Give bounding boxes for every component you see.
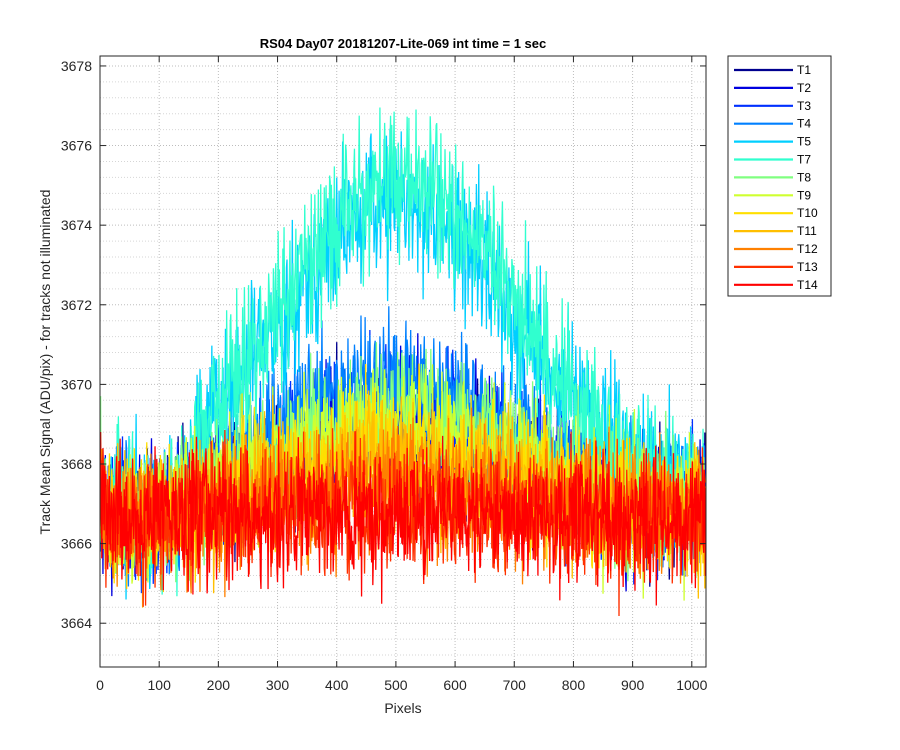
x-tick-label: 0 [96,677,104,693]
legend-items: T1 T2 T3 T4 T5 T7 T8 T9 T10 T11 T12 T13 T14 [734,63,818,292]
y-tick-label: 3664 [61,615,92,631]
x-tick-label: 1000 [676,677,707,693]
chart-title: RS04 Day07 20181207-Lite-069 int time = … [260,36,547,51]
series-lines [100,107,706,617]
y-tick-label: 3670 [61,376,92,392]
x-tick-label: 100 [148,677,172,693]
y-tick-label: 3678 [61,58,92,74]
x-tick-label: 300 [266,677,290,693]
x-tick-label: 700 [503,677,527,693]
legend-label-t8: T8 [797,170,811,184]
legend-box [727,55,832,297]
y-tick-labels: 3664 3666 3668 3670 3672 3674 3676 3678 [61,58,92,631]
y-tick-label: 3674 [61,217,92,233]
legend-label-t7: T7 [797,153,811,167]
legend: T1 T2 T3 T4 T5 T7 T8 T9 T10 T11 T12 T13 T14 [727,55,832,297]
x-tick-label: 600 [443,677,467,693]
legend-label-t11: T11 [797,224,817,238]
plot-frame [99,55,707,668]
x-tick-label: 800 [562,677,586,693]
x-tick-label: 400 [325,677,349,693]
legend-label-t1: T1 [797,63,811,77]
x-tick-labels: 0 100 200 300 400 500 600 700 800 900 1000 [96,677,707,693]
legend-label-t4: T4 [797,117,811,131]
legend-label-t13: T13 [797,260,818,274]
legend-label-t9: T9 [797,188,811,202]
legend-label-t3: T3 [797,99,811,113]
x-tick-label: 200 [207,677,231,693]
legend-label-t14: T14 [797,278,818,292]
y-tick-label: 3672 [61,297,92,313]
legend-label-t12: T12 [797,242,818,256]
legend-label-t5: T5 [797,135,811,149]
x-tick-label: 900 [621,677,645,693]
axis-ticks [99,56,706,667]
legend-label-t10: T10 [797,206,818,220]
y-tick-label: 3668 [61,456,92,472]
y-tick-label: 3666 [61,536,92,552]
series-line-t14 [100,426,706,606]
y-tick-label: 3676 [61,138,92,154]
x-tick-label: 500 [384,677,408,693]
y-axis-label: Track Mean Signal (ADU/pix) - for tracks… [37,190,53,535]
legend-label-t2: T2 [797,81,811,95]
x-axis-label: Pixels [384,700,421,716]
plot-area [100,56,706,667]
